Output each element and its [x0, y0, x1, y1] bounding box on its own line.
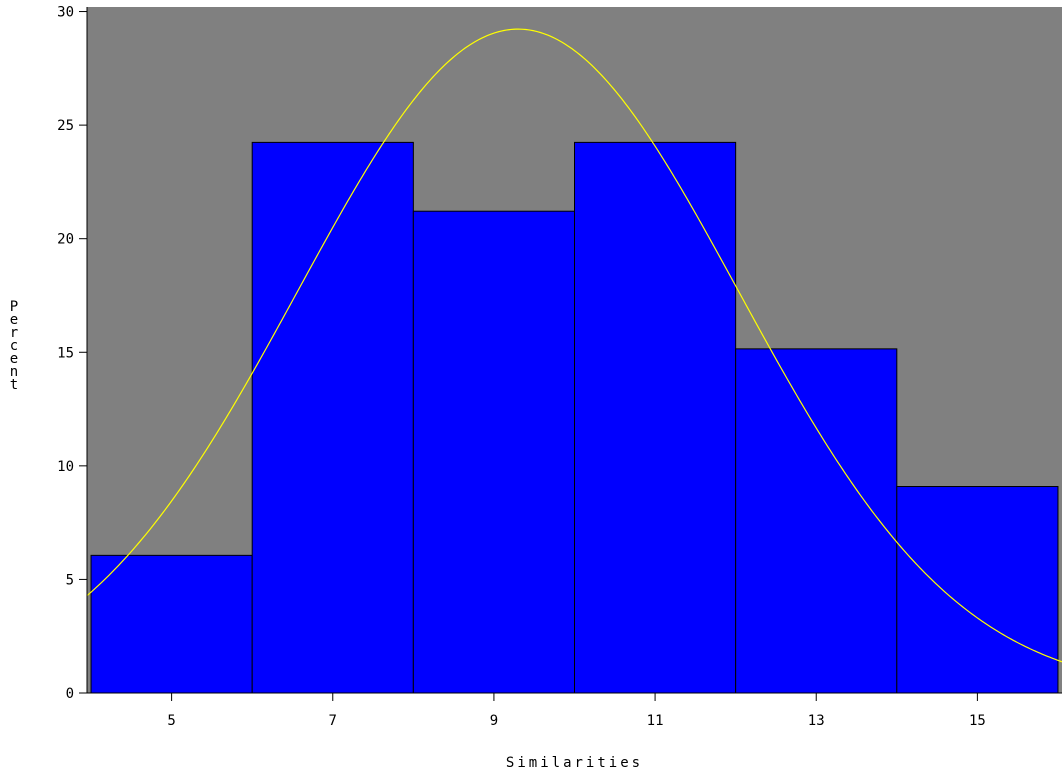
y-tick-label: 30 — [57, 5, 74, 21]
histogram-bar-13 — [735, 348, 898, 694]
y-tick-label: 25 — [57, 118, 74, 134]
histogram-bar-7 — [251, 141, 414, 694]
bars-group — [90, 141, 1059, 694]
normal-curve — [86, 28, 1062, 663]
x-ticks-group: 5 7 9 11 13 15 — [167, 693, 986, 729]
y-tick-label: 10 — [57, 459, 74, 475]
histogram-bar-11 — [574, 141, 737, 694]
x-tick-label: 15 — [969, 713, 986, 729]
x-axis-label: Similarities — [506, 755, 643, 771]
y-tick-label: 20 — [57, 232, 74, 248]
x-tick-label: 7 — [329, 713, 337, 729]
y-ticks-group: 0 5 10 15 20 25 30 — [57, 5, 87, 702]
histogram-bar-15 — [896, 486, 1059, 694]
x-tick-label: 11 — [647, 713, 664, 729]
y-tick-label: 5 — [66, 572, 74, 588]
x-tick-label: 5 — [167, 713, 175, 729]
x-tick-label: 9 — [490, 713, 498, 729]
histogram-bar-5 — [90, 554, 253, 694]
x-tick-label: 13 — [808, 713, 825, 729]
axes-group — [86, 7, 1062, 694]
y-tick-label: 15 — [57, 345, 74, 361]
histogram-bar-9 — [412, 210, 576, 694]
y-tick-label: 0 — [66, 686, 74, 702]
